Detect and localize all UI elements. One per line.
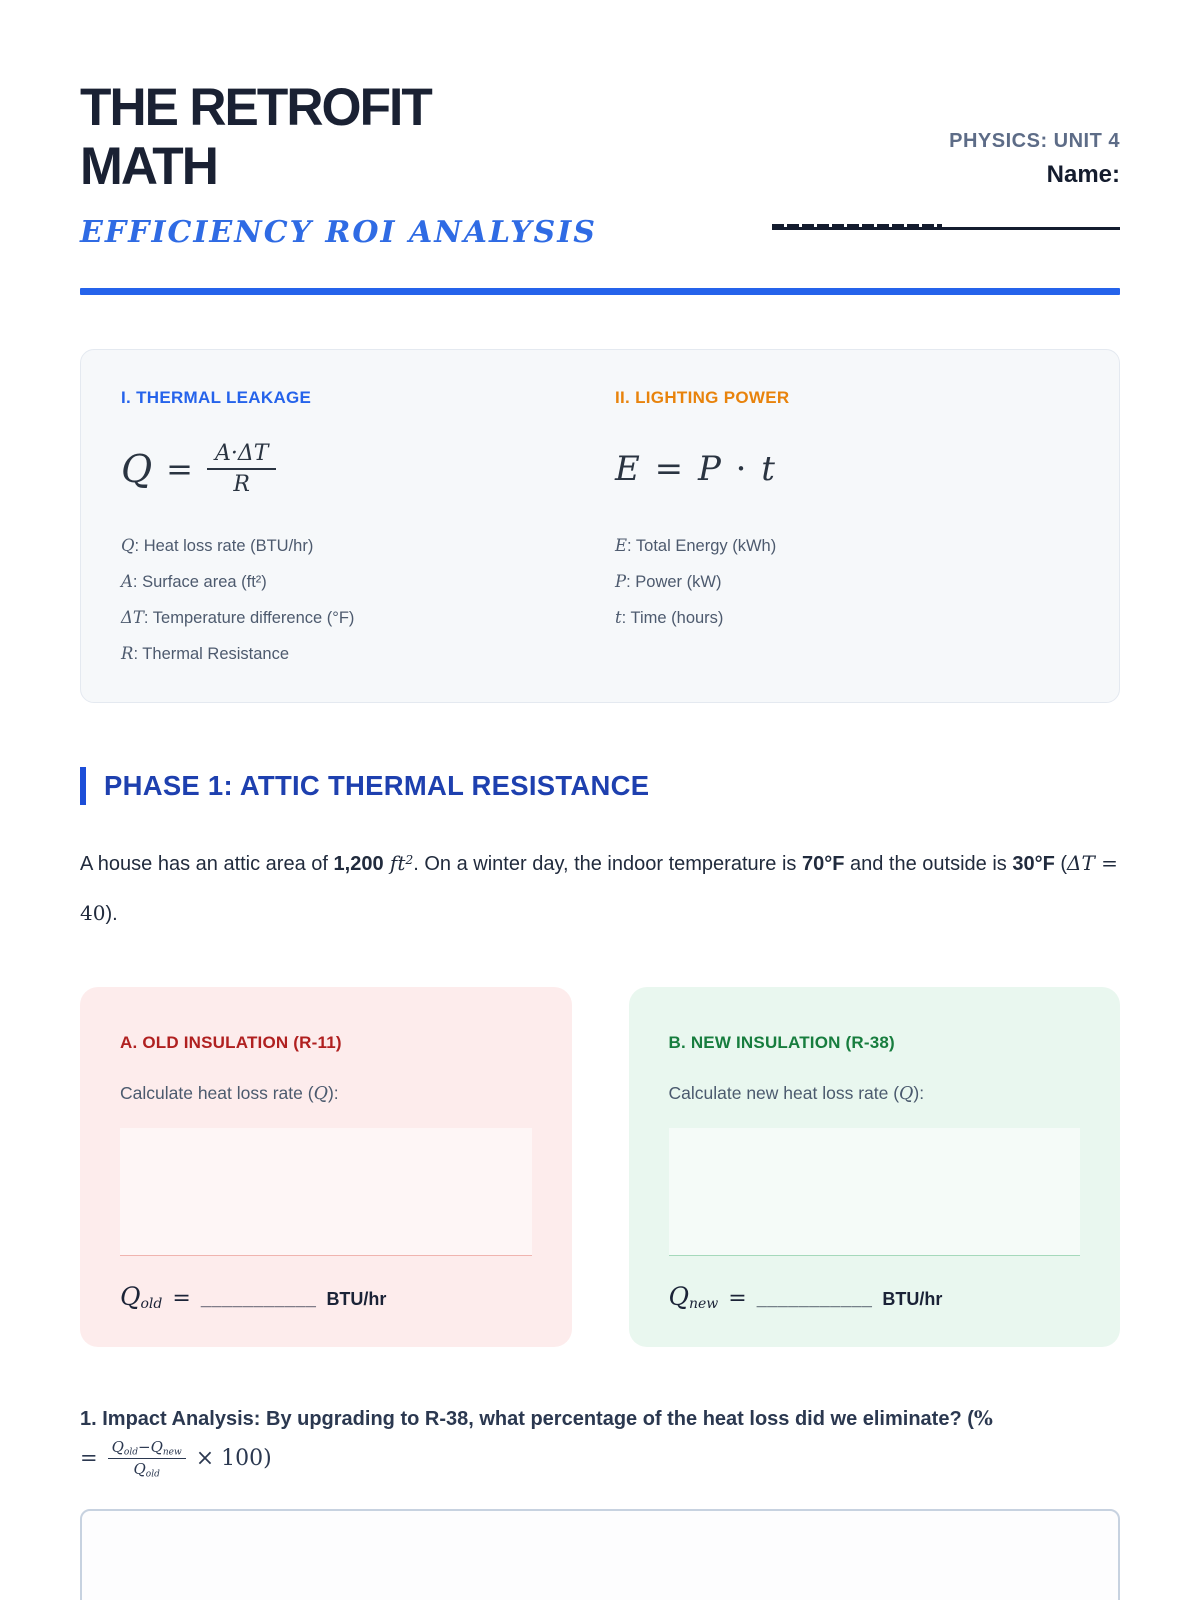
definition-line: R: Thermal Resistance (121, 643, 290, 663)
lighting-power-formula: E = P · t (615, 428, 1079, 510)
question-equals: = (80, 1446, 98, 1471)
question-1-formula: = Qold−Qnew Qold × 100) (80, 1438, 1120, 1480)
question-formula-tail: × 100) (195, 1445, 272, 1471)
definition-line: P: Power (kW) (615, 571, 722, 591)
definition-line: E: Total Energy (kWh) (615, 535, 777, 555)
thermal-leakage-column: I. THERMAL LEAKAGE Q = A·ΔT R Q: Heat lo… (121, 388, 585, 672)
formula-lhs: Q (121, 446, 153, 491)
question-fraction-denominator: Qold (133, 1459, 160, 1480)
header: THE RETROFIT MATH EFFICIENCY ROI ANALYSI… (80, 78, 1120, 250)
answer-symbol: Q (668, 1281, 690, 1311)
question-1-text: 1. Impact Analysis: By upgrading to R-38… (80, 1405, 993, 1430)
question-1-answer-box[interactable] (80, 1509, 1120, 1600)
old-insulation-title: A. OLD INSULATION (R-11) (120, 1032, 342, 1052)
problem-statement: A house has an attic area of 1,200 ft2. … (80, 850, 1118, 925)
new-insulation-box: B. NEW INSULATION (R-38) Calculate new h… (628, 986, 1120, 1347)
formula-fraction: A·ΔT R (206, 441, 277, 497)
new-answer-blank[interactable]: ___________ (756, 1288, 873, 1309)
page-title: THE RETROFIT MATH (80, 78, 581, 197)
answer-subscript: new (689, 1295, 719, 1312)
divider-rule (80, 287, 1120, 295)
work-boxes: A. OLD INSULATION (R-11) Calculate heat … (80, 986, 1120, 1347)
page-title-line1: THE RETROFIT (80, 78, 433, 137)
answer-subscript: old (140, 1295, 163, 1312)
new-insulation-prompt: Calculate new heat loss rate (Q): (668, 1082, 925, 1104)
answer-unit: BTU/hr (882, 1288, 943, 1309)
new-work-area[interactable] (668, 1127, 1080, 1256)
answer-equals: = (728, 1285, 747, 1311)
formula-inline: E = P · t (615, 448, 777, 489)
lighting-definitions: E: Total Energy (kWh) P: Power (kW) t: T… (615, 528, 1079, 636)
formula-equals: = (166, 449, 193, 488)
answer-unit: BTU/hr (326, 1288, 387, 1309)
lighting-power-column: II. LIGHTING POWER E = P · t E: Total En… (615, 388, 1079, 672)
new-insulation-title: B. NEW INSULATION (R-38) (668, 1032, 895, 1052)
old-insulation-prompt: Calculate heat loss rate (Q): (120, 1082, 339, 1104)
old-insulation-box: A. OLD INSULATION (R-11) Calculate heat … (80, 986, 572, 1347)
header-right: PHYSICS: UNIT 4 Name: (772, 78, 1120, 250)
course-label: PHYSICS: UNIT 4 (949, 130, 1120, 152)
thermal-leakage-formula: Q = A·ΔT R (121, 428, 585, 510)
definition-line: A: Surface area (ft²) (121, 571, 267, 591)
fraction-denominator: R (233, 471, 250, 497)
thermal-leakage-heading: I. THERMAL LEAKAGE (121, 387, 312, 407)
question-1: 1. Impact Analysis: By upgrading to R-38… (80, 1403, 1120, 1480)
phase-accent-bar (80, 766, 86, 805)
old-work-area[interactable] (120, 1127, 532, 1256)
page-subtitle: EFFICIENCY ROI ANALYSIS (80, 214, 597, 250)
phase1-heading: PHASE 1: ATTIC THERMAL RESISTANCE (104, 769, 650, 801)
phase1-heading-row: PHASE 1: ATTIC THERMAL RESISTANCE (80, 766, 1120, 805)
name-label: Name: (1046, 161, 1120, 188)
old-answer-blank[interactable]: ___________ (200, 1288, 317, 1309)
formula-reference-card: I. THERMAL LEAKAGE Q = A·ΔT R Q: Heat lo… (80, 348, 1120, 703)
fraction-numerator: A·ΔT (206, 441, 277, 470)
answer-equals: = (172, 1285, 191, 1311)
definition-line: Q: Heat loss rate (BTU/hr) (121, 535, 314, 555)
definition-line: t: Time (hours) (615, 607, 724, 627)
question-fraction: Qold−Qnew Qold (107, 1438, 186, 1480)
thermal-definitions: Q: Heat loss rate (BTU/hr) A: Surface ar… (121, 528, 585, 672)
lighting-power-heading: II. LIGHTING POWER (615, 387, 790, 407)
name-blank-line[interactable] (772, 224, 1120, 230)
page-title-line2: MATH (80, 137, 219, 197)
definition-line: ΔT: Temperature difference (°F) (121, 607, 355, 627)
question-fraction-numerator: Qold−Qnew (107, 1438, 186, 1459)
answer-symbol: Q (120, 1281, 141, 1311)
header-left: THE RETROFIT MATH EFFICIENCY ROI ANALYSI… (80, 78, 597, 250)
